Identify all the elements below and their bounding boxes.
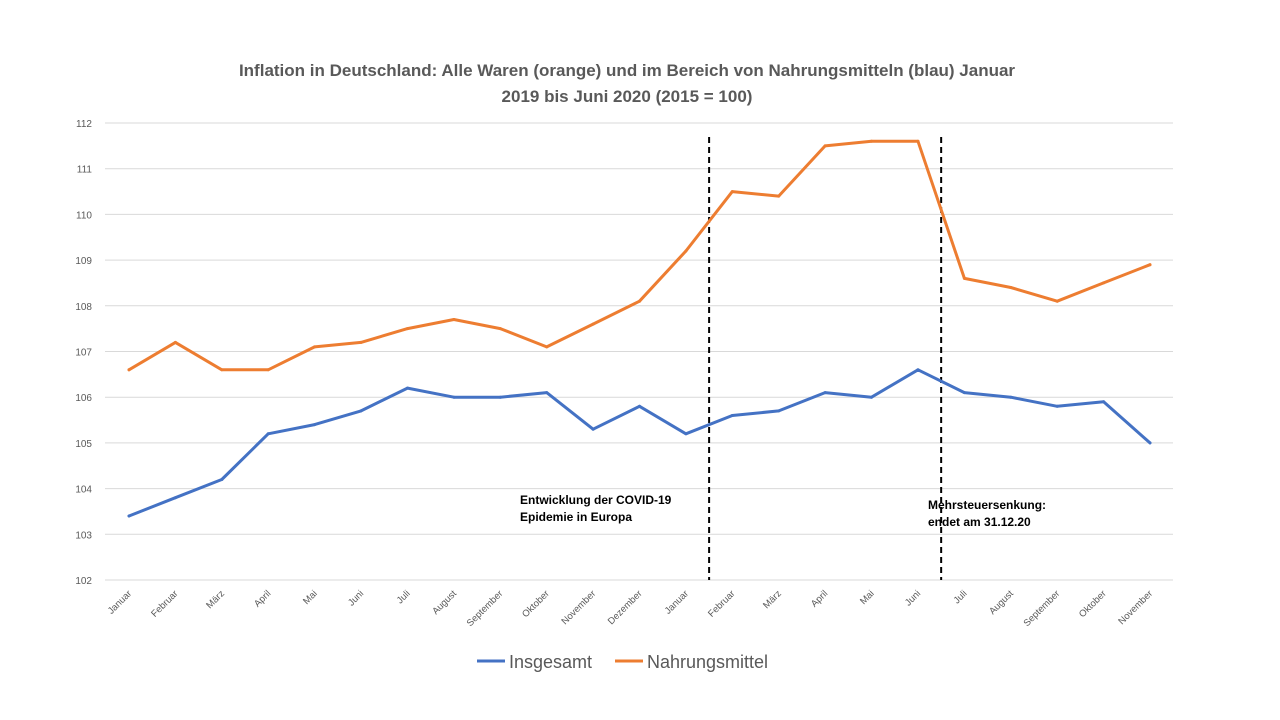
data-point-nahrungsmittel-20 [1055, 299, 1059, 303]
y-tick-label-109: 109 [75, 256, 92, 267]
data-point-insgesamt-4 [313, 423, 317, 427]
data-point-nahrungsmittel-16 [870, 139, 873, 143]
series-lines [127, 139, 1152, 518]
annotation-covid: Entwicklung der COVID-19 Epidemie in Eur… [520, 493, 672, 524]
data-point-nahrungsmittel-2 [220, 368, 224, 372]
y-tick-label-107: 107 [75, 348, 92, 359]
data-point-nahrungsmittel-22 [1148, 263, 1152, 267]
data-point-nahrungsmittel-7 [452, 318, 456, 321]
data-point-insgesamt-22 [1148, 441, 1152, 445]
data-point-insgesamt-8 [498, 395, 502, 399]
data-point-nahrungsmittel-5 [359, 340, 363, 344]
data-point-insgesamt-0 [127, 514, 131, 518]
data-point-nahrungsmittel-12 [684, 249, 688, 253]
data-point-insgesamt-18 [962, 391, 966, 395]
data-point-nahrungsmittel-14 [777, 194, 781, 198]
data-point-insgesamt-17 [916, 368, 920, 372]
data-point-insgesamt-12 [684, 432, 688, 436]
data-point-nahrungsmittel-18 [962, 276, 966, 280]
data-point-insgesamt-9 [545, 391, 549, 395]
legend-label-nahrungsmittel: Nahrungsmittel [647, 652, 768, 672]
data-point-insgesamt-19 [1009, 395, 1013, 399]
y-tick-label-103: 103 [75, 530, 92, 541]
data-point-insgesamt-7 [452, 395, 456, 399]
data-point-nahrungsmittel-21 [1102, 281, 1106, 285]
y-tick-label-105: 105 [75, 439, 92, 450]
chart-title-line-2: 2019 bis Juni 2020 (2015 = 100) [502, 87, 753, 106]
annotation-tax-line-2: endet am 31.12.20 [928, 515, 1031, 529]
annotation-tax: Mehrsteuersenkung: endet am 31.12.20 [928, 498, 1046, 529]
data-point-insgesamt-21 [1102, 400, 1106, 404]
data-point-insgesamt-5 [359, 409, 363, 413]
data-point-insgesamt-1 [173, 496, 177, 500]
data-point-nahrungsmittel-1 [173, 340, 177, 344]
data-point-insgesamt-16 [870, 395, 873, 399]
y-axis-tick-labels: 102 103 104 105 106 107 108 109 110 111 112 [75, 119, 92, 587]
data-point-insgesamt-15 [823, 391, 827, 395]
data-point-nahrungsmittel-3 [266, 368, 270, 372]
data-point-insgesamt-14 [777, 409, 781, 413]
data-point-nahrungsmittel-9 [545, 345, 549, 349]
data-point-insgesamt-13 [730, 414, 734, 417]
data-point-nahrungsmittel-17 [916, 139, 920, 143]
y-tick-label-112: 112 [76, 119, 92, 130]
data-point-nahrungsmittel-10 [591, 322, 595, 326]
data-point-nahrungsmittel-19 [1009, 286, 1013, 289]
y-tick-label-108: 108 [75, 302, 92, 313]
annotation-covid-line-1: Entwicklung der COVID-19 [520, 493, 672, 507]
data-point-nahrungsmittel-6 [406, 327, 409, 331]
data-point-insgesamt-2 [220, 478, 224, 481]
annotation-tax-line-1: Mehrsteuersenkung: [928, 498, 1046, 512]
legend: Insgesamt Nahrungsmittel [477, 652, 768, 672]
data-point-insgesamt-6 [406, 386, 409, 390]
data-point-nahrungsmittel-8 [498, 327, 502, 331]
data-point-nahrungsmittel-15 [823, 144, 827, 148]
y-tick-label-106: 106 [75, 393, 92, 404]
data-point-nahrungsmittel-13 [730, 190, 734, 194]
data-point-nahrungsmittel-0 [127, 368, 131, 372]
data-point-nahrungsmittel-4 [313, 345, 317, 349]
chart-title-line-1: Inflation in Deutschland: Alle Waren (or… [239, 61, 1015, 80]
gridlines [105, 122, 1173, 581]
data-point-insgesamt-10 [591, 427, 595, 431]
annotation-covid-line-2: Epidemie in Europa [520, 510, 632, 524]
legend-label-insgesamt: Insgesamt [509, 652, 592, 672]
y-tick-label-102: 102 [75, 576, 92, 587]
data-point-insgesamt-11 [638, 404, 641, 408]
data-point-insgesamt-20 [1055, 404, 1059, 408]
data-point-nahrungsmittel-11 [638, 299, 641, 303]
y-tick-label-111: 111 [77, 165, 93, 176]
data-point-insgesamt-3 [266, 432, 270, 436]
y-tick-label-110: 110 [76, 210, 92, 221]
y-tick-label-104: 104 [75, 485, 92, 496]
